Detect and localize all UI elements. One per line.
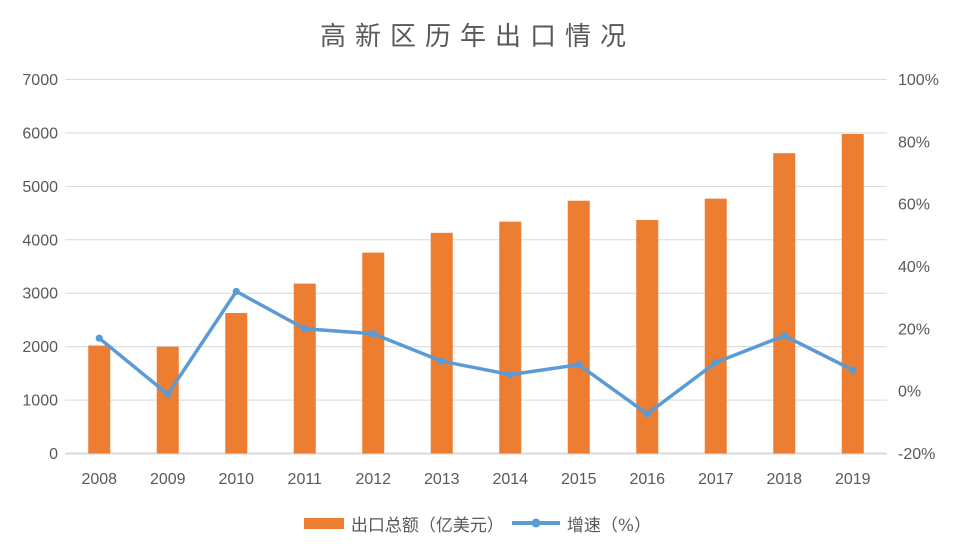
y-axis-right-tick-label: 80% — [898, 134, 930, 151]
x-axis-tick-label: 2016 — [629, 471, 665, 488]
x-axis-tick-label: 2018 — [766, 471, 802, 488]
line-marker-2011 — [301, 325, 309, 333]
line-marker-2013 — [438, 357, 446, 365]
bar-2008 — [88, 345, 111, 454]
line-marker-2015 — [575, 361, 583, 369]
line-marker-2019 — [849, 366, 857, 374]
y-axis-left-tick-label: 1000 — [22, 393, 58, 410]
y-axis-left-tick-label: 3000 — [22, 286, 58, 303]
line-marker-dot-icon — [531, 518, 541, 528]
y-axis-right-tick-label: 40% — [898, 259, 930, 276]
y-axis-left-tick-label: 7000 — [22, 72, 58, 89]
bar-2015 — [567, 200, 590, 454]
bar-2016 — [636, 220, 659, 454]
legend-item-export-total: 出口总额（亿美元） — [303, 511, 504, 536]
y-axis-right-tick-label: -20% — [898, 446, 935, 463]
line-marker-2018 — [780, 332, 788, 340]
y-axis-right-tick-label: 20% — [898, 321, 930, 338]
bar-2011 — [293, 283, 316, 454]
chart-legend: 出口总额（亿美元） 增速（%） — [0, 510, 955, 536]
bar-2017 — [704, 198, 727, 454]
growth-line — [97, 289, 855, 416]
x-axis-tick-label: 2013 — [424, 471, 460, 488]
x-axis-tick-label: 2009 — [150, 471, 186, 488]
line-marker-2016 — [643, 410, 651, 418]
x-axis-tick-label: 2010 — [218, 471, 254, 488]
line-marker-2014 — [506, 371, 514, 379]
x-axis-tick-label: 2015 — [561, 471, 597, 488]
bar-2009 — [156, 346, 179, 454]
y-axis-right-tick-label: 0% — [898, 384, 921, 401]
x-axis-tick-label: 2019 — [835, 471, 871, 488]
bar-2010 — [225, 312, 248, 454]
x-axis-tick-label: 2011 — [288, 471, 323, 488]
x-axis-tick-label: 2014 — [492, 471, 528, 488]
x-axis-tick-label: 2012 — [355, 471, 391, 488]
bar-2019 — [841, 133, 864, 454]
line-marker-2012 — [369, 330, 377, 338]
y-axis-right-tick-label: 60% — [898, 197, 930, 214]
legend-label-growth-rate: 增速（%） — [566, 515, 652, 536]
y-axis-left-tick-label: 6000 — [22, 125, 58, 142]
chart-title: 高新区历年出口情况 — [319, 22, 635, 52]
y-axis-left-tick-label: 4000 — [22, 232, 58, 249]
legend-item-growth-rate: 增速（%） — [511, 511, 652, 536]
bar-series-swatch-icon — [303, 517, 344, 529]
y-axis-left-tick-label: 5000 — [22, 179, 58, 196]
line-marker-2017 — [712, 358, 720, 367]
line-series-swatch-icon — [511, 518, 560, 528]
line-marker-2009 — [164, 390, 172, 398]
bar-2018 — [773, 153, 796, 454]
y-axis-left-tick-label: 0 — [49, 446, 58, 463]
y-axis-right-tick-label: 100% — [898, 72, 939, 89]
x-axis-tick-label: 2017 — [698, 471, 734, 488]
line-marker-2010 — [232, 287, 240, 296]
bar-2012 — [362, 252, 385, 454]
legend-label-export-total: 出口总额（亿美元） — [350, 515, 504, 536]
bar-2014 — [499, 221, 522, 454]
bar-2013 — [430, 232, 453, 454]
y-axis-left-tick-label: 2000 — [22, 339, 58, 356]
x-axis-tick-label: 2008 — [81, 471, 117, 488]
line-marker-2008 — [95, 334, 103, 342]
